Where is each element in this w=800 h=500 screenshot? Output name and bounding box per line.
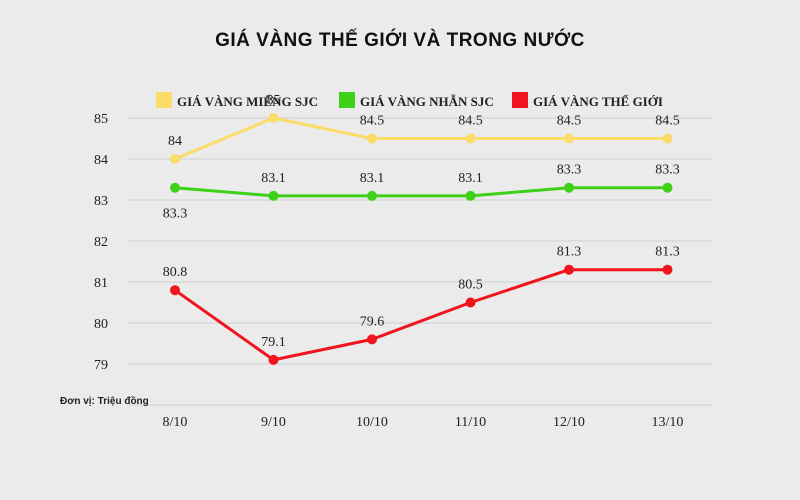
data-label: 83.1 xyxy=(360,171,385,186)
data-label: 79.1 xyxy=(261,335,286,350)
data-point xyxy=(564,182,574,193)
legend-item-gia-vang-the-gioi: GIÁ VÀNG THẾ GIỚI xyxy=(512,92,663,109)
x-tick-label: 10/10 xyxy=(356,415,388,430)
data-point xyxy=(465,190,476,201)
data-label: 80.5 xyxy=(458,278,483,293)
data-label: 83.3 xyxy=(163,207,188,222)
legend-label: GIÁ VÀNG MIẾNG SJC xyxy=(177,94,318,109)
series-gia-vang-mieng-sjc: 84 85 84.5 84.5 84.5 84.5 xyxy=(168,93,680,164)
data-label: 83.3 xyxy=(655,163,680,178)
data-label: 80.8 xyxy=(163,265,188,280)
data-label: 84.5 xyxy=(458,114,483,129)
legend-swatch xyxy=(156,92,172,108)
legend-label: GIÁ VÀNG NHẪN SJC xyxy=(360,94,494,109)
x-axis: 8/10 9/10 10/10 11/10 12/10 13/10 xyxy=(163,415,684,430)
data-point xyxy=(170,285,180,296)
data-point xyxy=(268,113,279,123)
data-point xyxy=(662,133,673,144)
data-label: 84 xyxy=(168,134,182,149)
y-tick-label: 82 xyxy=(94,235,108,250)
data-point xyxy=(662,182,673,193)
data-label: 83.1 xyxy=(458,171,483,186)
data-label: 84.5 xyxy=(557,114,582,129)
y-tick-label: 85 xyxy=(94,112,108,127)
series-gia-vang-the-gioi: 80.8 79.1 79.6 80.5 81.3 81.3 xyxy=(163,245,680,365)
data-point xyxy=(564,133,574,144)
legend-item-gia-vang-mieng-sjc: GIÁ VÀNG MIẾNG SJC xyxy=(156,92,318,109)
data-point xyxy=(564,264,574,275)
data-point xyxy=(367,190,377,201)
legend: GIÁ VÀNG MIẾNG SJC GIÁ VÀNG NHẪN SJC GIÁ V… xyxy=(156,92,663,109)
series-gia-vang-nhan-sjc: 83.3 83.1 83.1 83.1 83.3 83.3 xyxy=(163,163,680,222)
data-point xyxy=(367,334,377,345)
y-tick-label: 79 xyxy=(94,358,108,373)
y-tick-label: 84 xyxy=(94,153,108,168)
data-label: 81.3 xyxy=(655,245,680,260)
chart-title: GIÁ VÀNG THẾ GIỚI VÀ TRONG NƯỚC xyxy=(215,30,585,51)
data-label: 83.3 xyxy=(557,163,582,178)
data-point xyxy=(268,354,279,365)
data-label: 85 xyxy=(267,93,281,108)
y-axis: 79 80 81 82 83 84 85 xyxy=(94,112,108,373)
x-tick-label: 8/10 xyxy=(163,415,188,430)
series-line xyxy=(174,116,668,161)
gridlines xyxy=(127,117,712,406)
data-label: 81.3 xyxy=(557,245,582,260)
data-point xyxy=(268,190,279,201)
data-point xyxy=(367,133,377,144)
y-tick-label: 81 xyxy=(94,276,108,291)
x-tick-label: 13/10 xyxy=(652,415,684,430)
series-line xyxy=(174,186,668,198)
y-tick-label: 80 xyxy=(94,317,108,332)
legend-label: GIÁ VÀNG THẾ GIỚI xyxy=(533,94,663,109)
legend-item-gia-vang-nhan-sjc: GIÁ VÀNG NHẪN SJC xyxy=(339,92,494,109)
data-point xyxy=(465,133,476,144)
data-label: 84.5 xyxy=(655,114,680,129)
data-label: 84.5 xyxy=(360,114,385,129)
data-point xyxy=(170,182,180,193)
data-point xyxy=(662,264,673,275)
data-label: 79.6 xyxy=(360,314,385,329)
x-tick-label: 9/10 xyxy=(261,415,286,430)
unit-note: Đơn vị: Triệu đồng xyxy=(60,395,149,407)
data-point xyxy=(465,297,476,308)
x-tick-label: 12/10 xyxy=(553,415,585,430)
series-line xyxy=(174,268,668,362)
x-tick-label: 11/10 xyxy=(455,415,486,430)
data-point xyxy=(170,154,180,164)
legend-swatch xyxy=(339,92,355,108)
y-tick-label: 83 xyxy=(94,194,108,209)
data-label: 83.1 xyxy=(261,171,286,186)
legend-swatch xyxy=(512,92,528,108)
